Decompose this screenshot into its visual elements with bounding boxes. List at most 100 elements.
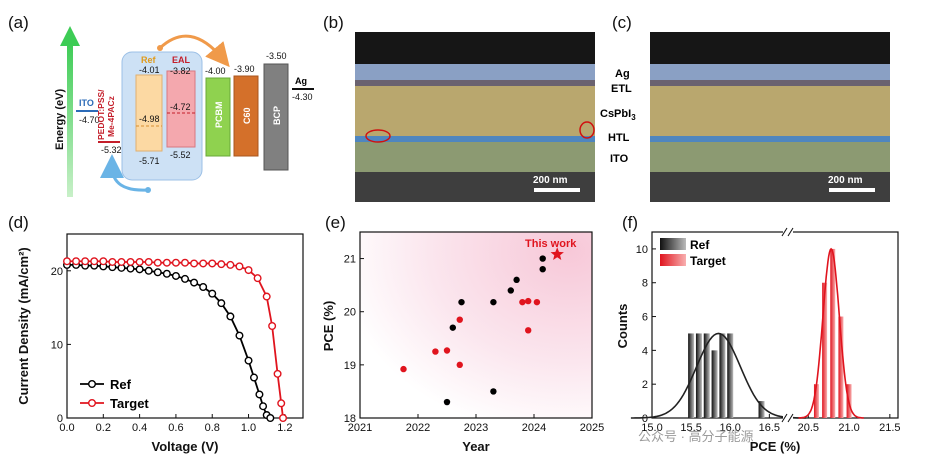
y-axis-title-d: Current Density (mA/cm²) bbox=[16, 247, 31, 404]
x-tick-label-f: 15.0 bbox=[641, 422, 662, 434]
legend-label-target: Target bbox=[690, 254, 726, 268]
c60-level: -3.90 bbox=[234, 64, 255, 74]
series-f bbox=[630, 247, 864, 419]
jv-point-target bbox=[268, 322, 277, 331]
jv-point-target bbox=[171, 258, 180, 267]
plot-bg-e bbox=[360, 232, 592, 418]
sem-c-perovskite-layer bbox=[650, 86, 890, 136]
jv-point-ref bbox=[208, 289, 217, 298]
jv-point-target bbox=[117, 257, 126, 266]
panel-b: (b) 200 nm bbox=[323, 13, 595, 202]
y-tick-label-e: 18 bbox=[344, 413, 356, 425]
pcbm-block bbox=[205, 77, 231, 157]
jv-point-ref bbox=[226, 312, 235, 321]
c60-label: C60 bbox=[242, 107, 252, 124]
y-tick-label-f: 4 bbox=[642, 345, 648, 357]
legend-d: Ref Target bbox=[80, 377, 149, 411]
jv-point-target bbox=[208, 259, 217, 268]
hist-bar-target bbox=[813, 384, 819, 418]
ag-label: Ag bbox=[295, 76, 307, 86]
x-tick-label-f: 20.5 bbox=[798, 422, 819, 434]
layer-label-ito: ITO bbox=[610, 153, 629, 165]
pce-point-red bbox=[525, 297, 532, 305]
series-d bbox=[63, 257, 288, 423]
layer-label-etl: ETL bbox=[611, 83, 632, 95]
hist-bar-ref bbox=[695, 333, 702, 418]
hist-bar-ref bbox=[758, 401, 765, 418]
panel-label-e: (e) bbox=[325, 213, 346, 232]
jv-point-ref bbox=[190, 278, 199, 287]
hist-bar-ref bbox=[711, 350, 718, 418]
pcbm-label: PCBM bbox=[214, 102, 224, 129]
hole-dot bbox=[145, 187, 151, 193]
jv-point-ref bbox=[126, 264, 135, 273]
scale-bar-c bbox=[829, 188, 875, 192]
x-tick-label-d: 0.6 bbox=[168, 422, 183, 434]
jv-point-target bbox=[108, 257, 117, 266]
eal-block bbox=[166, 70, 196, 148]
legend-label-target: Target bbox=[110, 396, 149, 411]
jv-point-target bbox=[63, 257, 72, 266]
legend-marker-target bbox=[87, 399, 96, 408]
pce-point-black bbox=[458, 298, 465, 306]
y-tick-label-f: 6 bbox=[642, 312, 648, 324]
x-tick-label-d: 0.8 bbox=[205, 422, 220, 434]
x-tick-label-f: 15.5 bbox=[680, 422, 701, 434]
panel-d: (d) 0.0 0.2 0.4 0.6 0.8 1.0 1.2 0 10 20 Voltage (… bbox=[8, 213, 304, 454]
hist-bar-ref bbox=[688, 333, 695, 418]
bcp-label: BCP bbox=[272, 106, 282, 125]
jv-point-target bbox=[190, 259, 199, 268]
scale-bar-c-label: 200 nm bbox=[828, 175, 863, 186]
bcp-level: -3.50 bbox=[266, 51, 287, 61]
pce-point-red bbox=[400, 365, 407, 373]
sem-c-htl-layer bbox=[650, 136, 890, 142]
eal-bottom: -5.52 bbox=[170, 150, 191, 160]
pce-point-red bbox=[456, 316, 463, 323]
panel-label-b: (b) bbox=[323, 13, 344, 32]
electron-transfer-arrow bbox=[158, 34, 230, 68]
sem-b-ito-layer bbox=[355, 142, 595, 172]
jv-point-ref bbox=[135, 265, 144, 274]
panel-label-c: (c) bbox=[612, 13, 632, 32]
ito-label: ITO bbox=[79, 98, 94, 108]
axis-break-top bbox=[781, 227, 794, 237]
y-tick-label-e: 21 bbox=[344, 254, 356, 266]
scale-bar-b bbox=[534, 188, 580, 192]
y-axis-title-e: PCE (%) bbox=[321, 301, 336, 352]
jv-point-ref bbox=[259, 402, 268, 411]
jv-point-ref bbox=[171, 271, 180, 280]
jv-point-target bbox=[135, 257, 144, 266]
jv-point-target bbox=[279, 414, 288, 423]
ref-block bbox=[135, 74, 163, 152]
jv-point-target bbox=[144, 257, 153, 266]
hist-bar-ref bbox=[727, 333, 734, 418]
pce-point-red bbox=[525, 327, 532, 334]
bcp-block bbox=[263, 63, 289, 171]
sem-b-highlight-right bbox=[579, 121, 595, 139]
y-tick-label-e: 20 bbox=[344, 307, 356, 319]
hist-bar-ref bbox=[703, 333, 710, 418]
x-tick-label-e: 2022 bbox=[406, 422, 430, 434]
eal-mid: -4.72 bbox=[170, 102, 191, 112]
this-work-star bbox=[550, 247, 564, 260]
x-tick-label-d: 0.4 bbox=[132, 422, 147, 434]
jv-point-target bbox=[99, 257, 108, 266]
jv-curve-ref bbox=[67, 264, 271, 419]
sem-b-htl-layer bbox=[355, 136, 595, 142]
ref-mid: -4.98 bbox=[139, 114, 160, 124]
jv-point-target bbox=[153, 258, 162, 267]
jv-point-target bbox=[226, 260, 235, 269]
jv-curve-target bbox=[67, 260, 284, 419]
sem-c-ag-layer bbox=[650, 64, 890, 80]
layer-label-cspbi3: CsPbI3 bbox=[600, 108, 636, 122]
scale-bar-b-label: 200 nm bbox=[533, 175, 568, 186]
ref-top: -4.01 bbox=[139, 65, 160, 75]
y-tick-label-d: 20 bbox=[51, 266, 63, 278]
pce-point-red bbox=[432, 348, 439, 355]
energy-arrow-head bbox=[60, 26, 80, 46]
y-tick-label-f: 10 bbox=[636, 244, 648, 256]
jv-point-ref bbox=[217, 299, 226, 308]
x-axis-title-d: Voltage (V) bbox=[152, 439, 219, 454]
hist-bar-target bbox=[838, 316, 844, 418]
energy-arrow-shaft bbox=[67, 42, 73, 197]
